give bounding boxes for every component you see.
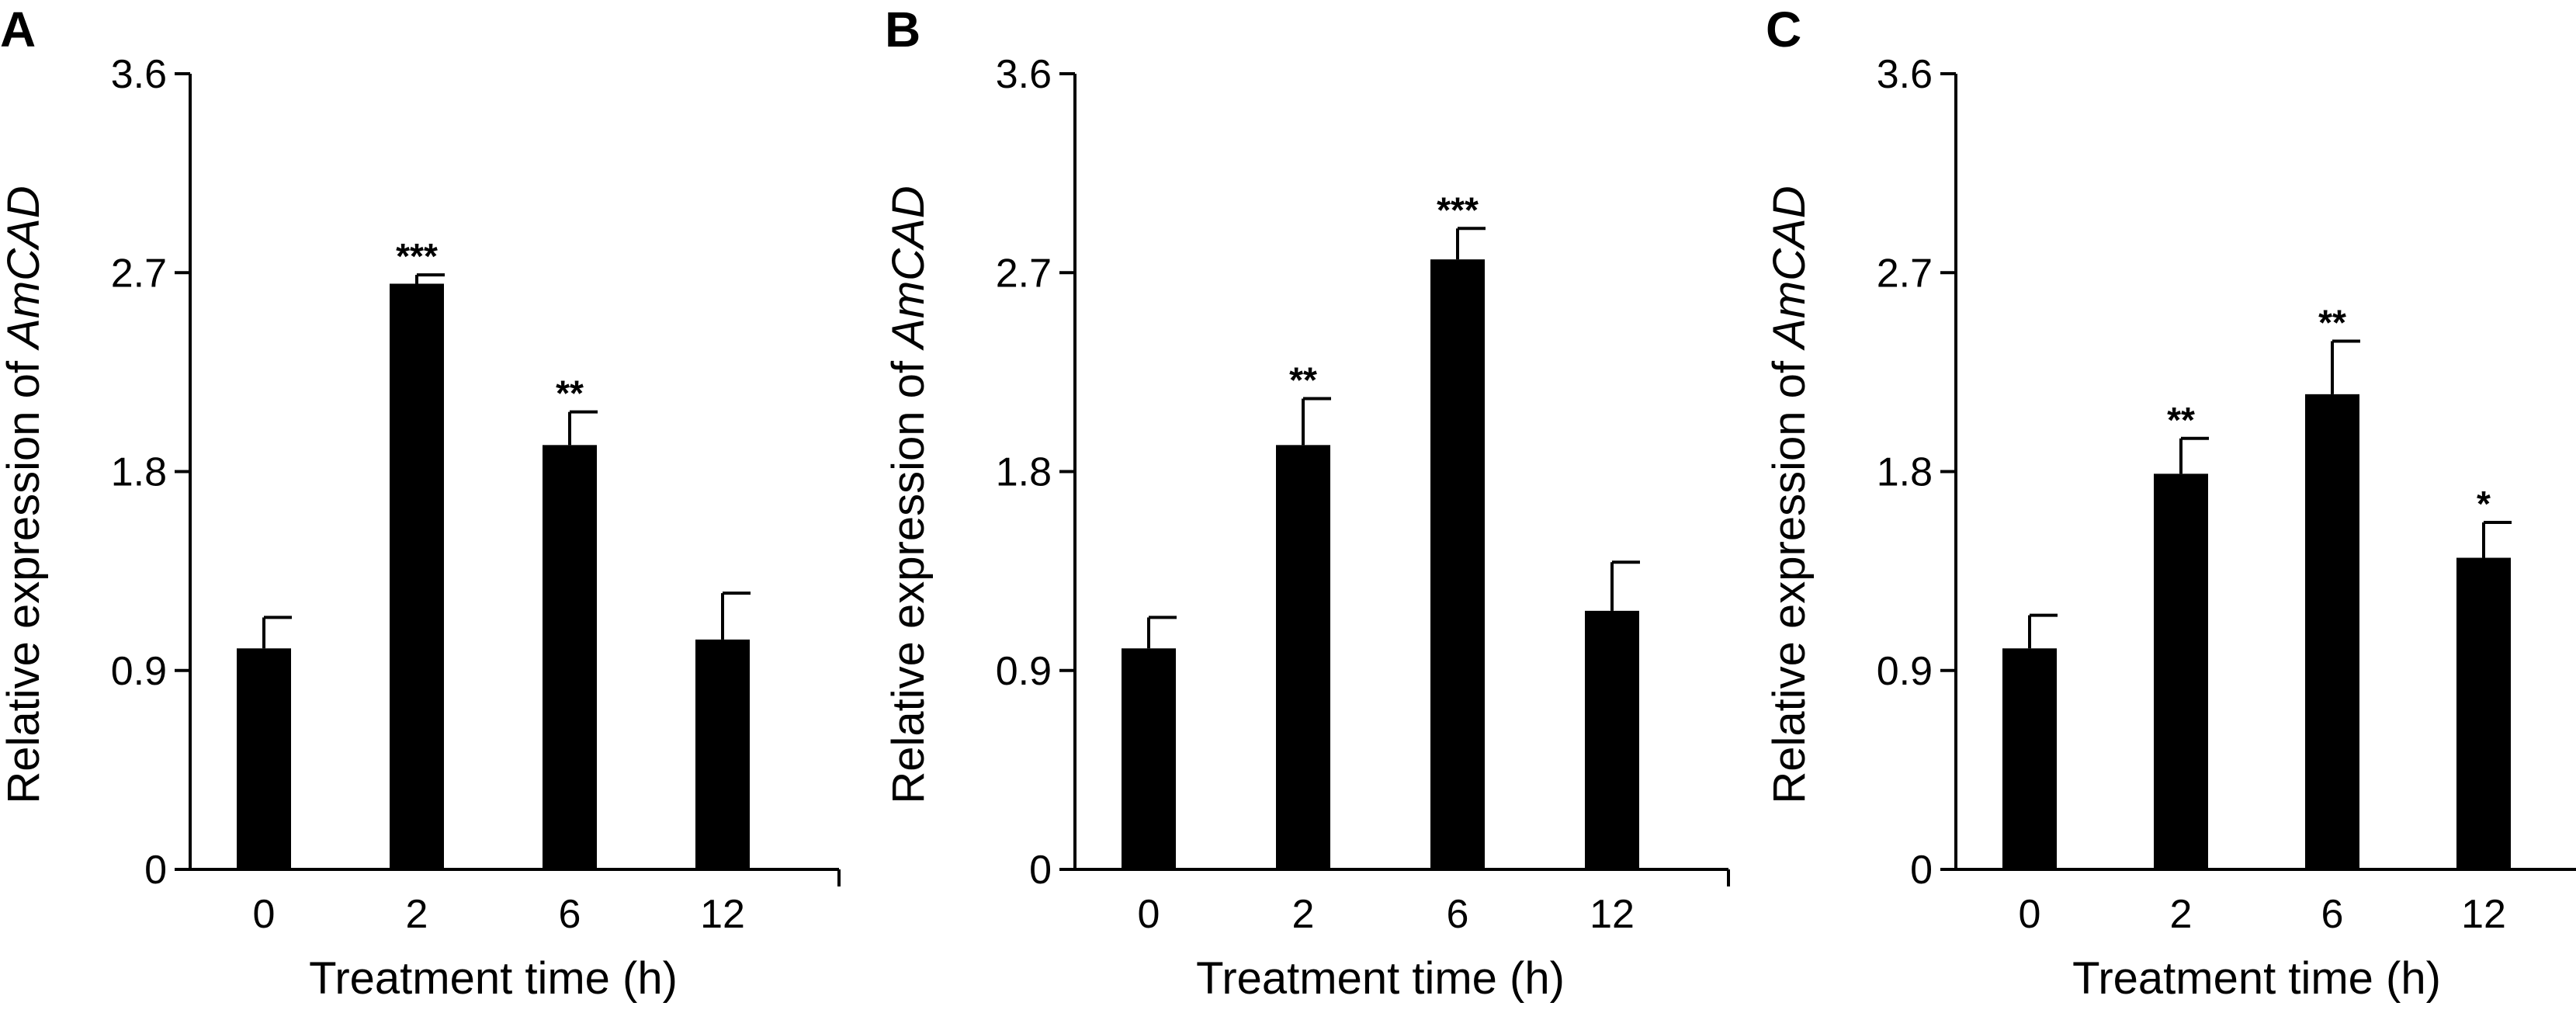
x-tick-label: 0 (1138, 892, 1160, 937)
y-tick-label: 0.9 (1877, 649, 1933, 694)
x-axis-title: Treatment time (h) (1196, 953, 1565, 1004)
bar-12 (2456, 557, 2511, 869)
y-tick-label: 3.6 (996, 52, 1052, 97)
x-tick-label: 12 (1590, 892, 1635, 937)
bar-0 (1122, 648, 1176, 869)
x-tick-label: 2 (2170, 892, 2193, 937)
y-tick-label: 3.6 (111, 52, 167, 97)
bar-6 (2305, 394, 2359, 869)
y-axis-title: Relative expression of AmCAD (0, 186, 49, 803)
y-axis-title-gene: AmCAD (0, 186, 49, 350)
significance-label: * (2477, 484, 2491, 524)
bar-0 (2002, 648, 2057, 869)
significance-label: ** (1289, 360, 1317, 401)
x-tick-label: 12 (700, 892, 745, 937)
significance-label: *** (396, 236, 438, 276)
panel-letter: C (1766, 2, 1801, 57)
significance-label: ** (2318, 303, 2346, 343)
bar-2 (1276, 445, 1330, 869)
y-tick-label: 0 (1029, 848, 1052, 893)
y-axis-title: Relative expression of AmCAD (1764, 186, 1815, 803)
panel-letter: A (0, 2, 36, 57)
bar-0 (237, 648, 291, 869)
x-axis-title: Treatment time (h) (309, 953, 678, 1004)
y-axis-title-prefix: Relative expression of (0, 349, 49, 804)
y-tick-label: 0.9 (996, 649, 1052, 694)
y-axis-title-gene: AmCAD (883, 186, 934, 350)
x-tick-label: 2 (1292, 892, 1315, 937)
bar-6 (543, 445, 597, 869)
x-tick-label: 2 (406, 892, 428, 937)
y-tick-label: 1.8 (996, 450, 1052, 495)
y-tick-label: 1.8 (1877, 450, 1933, 495)
significance-label: ** (556, 373, 584, 414)
y-axis-title: Relative expression of AmCAD (883, 186, 934, 803)
bar-6 (1430, 259, 1485, 870)
bar-12 (695, 639, 750, 869)
bar-12 (1585, 610, 1639, 869)
y-tick-label: 2.7 (996, 251, 1052, 296)
x-tick-label: 6 (1447, 892, 1469, 937)
x-tick-label: 0 (2019, 892, 2041, 937)
y-axis-title-prefix: Relative expression of (883, 349, 934, 804)
y-axis-title-prefix: Relative expression of (1764, 349, 1815, 804)
x-tick-label: 6 (559, 892, 581, 937)
y-tick-label: 3.6 (1877, 52, 1933, 97)
bar-2 (2154, 474, 2208, 869)
y-tick-label: 0 (144, 848, 167, 893)
chart-panel-c: C 0 0.9 1.8 2.7 3.6 Relative expression of AmC… (1764, 2, 2576, 1004)
chart-panel-b: B 0 0.9 1.8 2.7 3.6 Relative expression of AmC… (883, 2, 1730, 1004)
y-tick-label: 0.9 (111, 649, 167, 694)
panel-letter: B (885, 2, 920, 57)
bar-2 (390, 283, 444, 870)
chart-panel-a: A 0 0.9 1.8 2.7 3.6 Relative expression of AmC… (0, 2, 841, 1004)
x-tick-label: 6 (2321, 892, 2344, 937)
x-axis-title: Treatment time (h) (2072, 953, 2441, 1004)
y-axis-title-gene: AmCAD (1764, 186, 1815, 350)
significance-label: ** (2167, 400, 2195, 440)
y-tick-label: 1.8 (111, 450, 167, 495)
y-tick-label: 2.7 (1877, 251, 1933, 296)
x-tick-label: 0 (253, 892, 276, 937)
y-tick-label: 0 (1910, 848, 1933, 893)
x-tick-label: 12 (2461, 892, 2506, 937)
significance-label: *** (1437, 189, 1479, 230)
y-tick-label: 2.7 (111, 251, 167, 296)
